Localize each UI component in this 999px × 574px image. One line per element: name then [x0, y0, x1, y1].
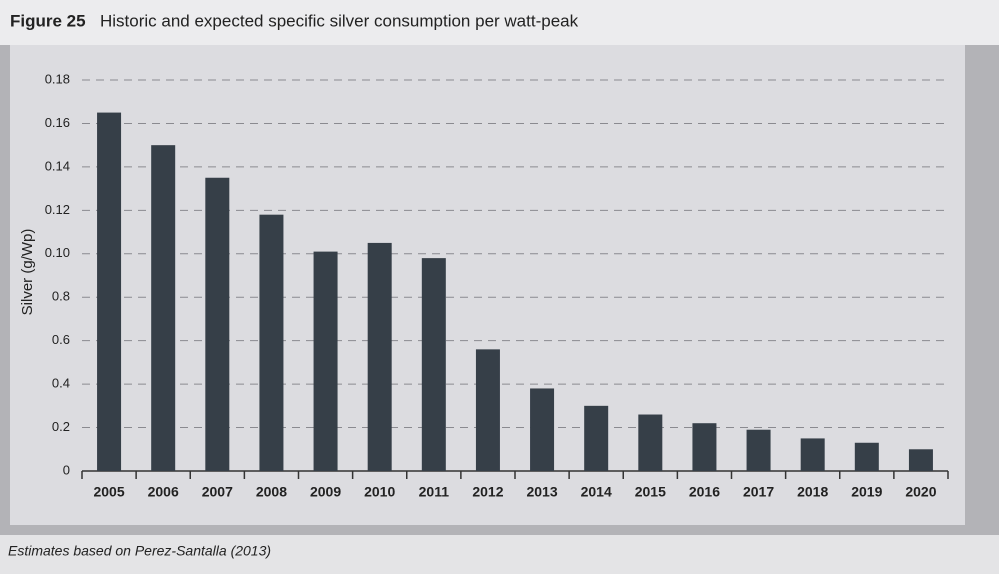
x-tick-label: 2006: [148, 484, 179, 500]
x-tick-label: 2017: [743, 484, 774, 500]
x-tick-label: 2015: [635, 484, 666, 500]
x-tick-label: 2008: [256, 484, 287, 500]
bar: [421, 258, 446, 471]
x-tick-label: 2012: [472, 484, 503, 500]
x-tick-label: 2011: [419, 484, 450, 500]
bar: [475, 349, 500, 471]
x-tick-label: 2005: [93, 484, 124, 500]
bar: [151, 145, 176, 471]
bar: [800, 438, 825, 471]
y-axis-label: Silver (g/Wp): [19, 229, 36, 316]
bar: [638, 414, 663, 471]
x-tick-label: 2016: [689, 484, 720, 500]
bar: [854, 442, 879, 471]
bar: [313, 251, 338, 471]
x-tick-label: 2018: [797, 484, 828, 500]
y-tick-label: 0.8: [52, 289, 70, 304]
note: Estimates based on Perez-Santalla (2013): [8, 543, 271, 559]
y-tick-label: 0.16: [45, 115, 70, 130]
x-tick-label: 2014: [581, 484, 612, 500]
y-tick-label: 0.2: [52, 419, 70, 434]
bar: [97, 112, 122, 471]
bar: [367, 242, 392, 471]
y-tick-label: 0: [63, 462, 70, 477]
y-tick-label: 0.12: [45, 202, 70, 217]
bar: [746, 429, 771, 471]
title-bar: [0, 0, 999, 45]
bar: [205, 177, 230, 471]
x-tick-label: 2010: [364, 484, 395, 500]
bar: [584, 405, 609, 471]
y-tick-label: 0.6: [52, 332, 70, 347]
y-tick-label: 0.4: [52, 376, 70, 391]
bar: [908, 449, 933, 471]
bar: [530, 388, 555, 471]
bar: [692, 423, 717, 471]
x-tick-label: 2020: [905, 484, 936, 500]
chart-title: Historic and expected specific silver co…: [100, 11, 579, 30]
x-tick-label: 2007: [202, 484, 233, 500]
footer-bar: [0, 535, 999, 574]
y-tick-label: 0.10: [45, 245, 70, 260]
x-tick-label: 2009: [310, 484, 341, 500]
bar: [259, 214, 284, 471]
x-tick-label: 2013: [526, 484, 557, 500]
y-tick-label: 0.18: [45, 71, 70, 86]
y-tick-label: 0.14: [45, 158, 70, 173]
figure-label: Figure 25: [10, 11, 86, 30]
x-tick-label: 2019: [851, 484, 882, 500]
